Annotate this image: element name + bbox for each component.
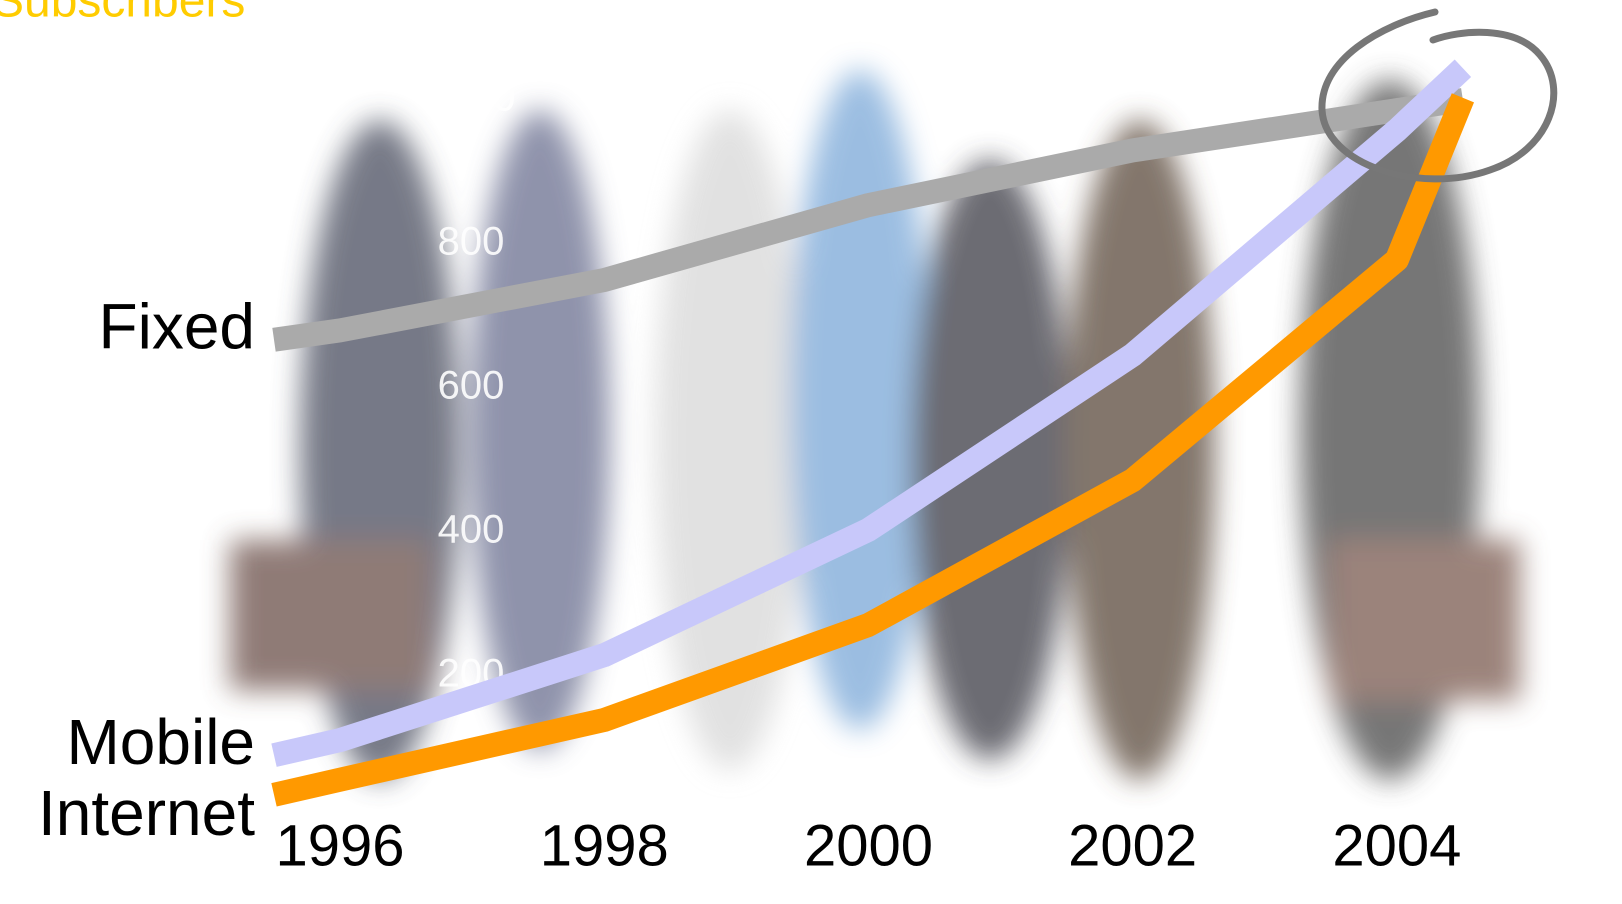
x-tick-label: 1996	[276, 813, 405, 878]
y-tick-label: 1000	[427, 76, 516, 120]
x-tick-label: 2002	[1068, 813, 1197, 878]
series-line	[272, 88, 1465, 352]
y-tick-label: 800	[438, 220, 505, 264]
y-tick-label: 400	[438, 508, 505, 552]
y-tick-label: 0	[460, 796, 482, 840]
series-line	[271, 59, 1472, 767]
x-tick-label: 1998	[540, 813, 669, 878]
series-label: Internet	[38, 777, 255, 849]
x-tick-label: 2000	[804, 813, 933, 878]
annotation-circle	[1318, 8, 1558, 183]
x-tick-label: 2004	[1332, 813, 1461, 878]
y-tick-label: 600	[438, 364, 505, 408]
series-line	[271, 93, 1475, 807]
chart-title: Subscribers	[0, 0, 245, 28]
series-label: Mobile	[66, 706, 255, 778]
series-label: Fixed	[99, 291, 256, 363]
